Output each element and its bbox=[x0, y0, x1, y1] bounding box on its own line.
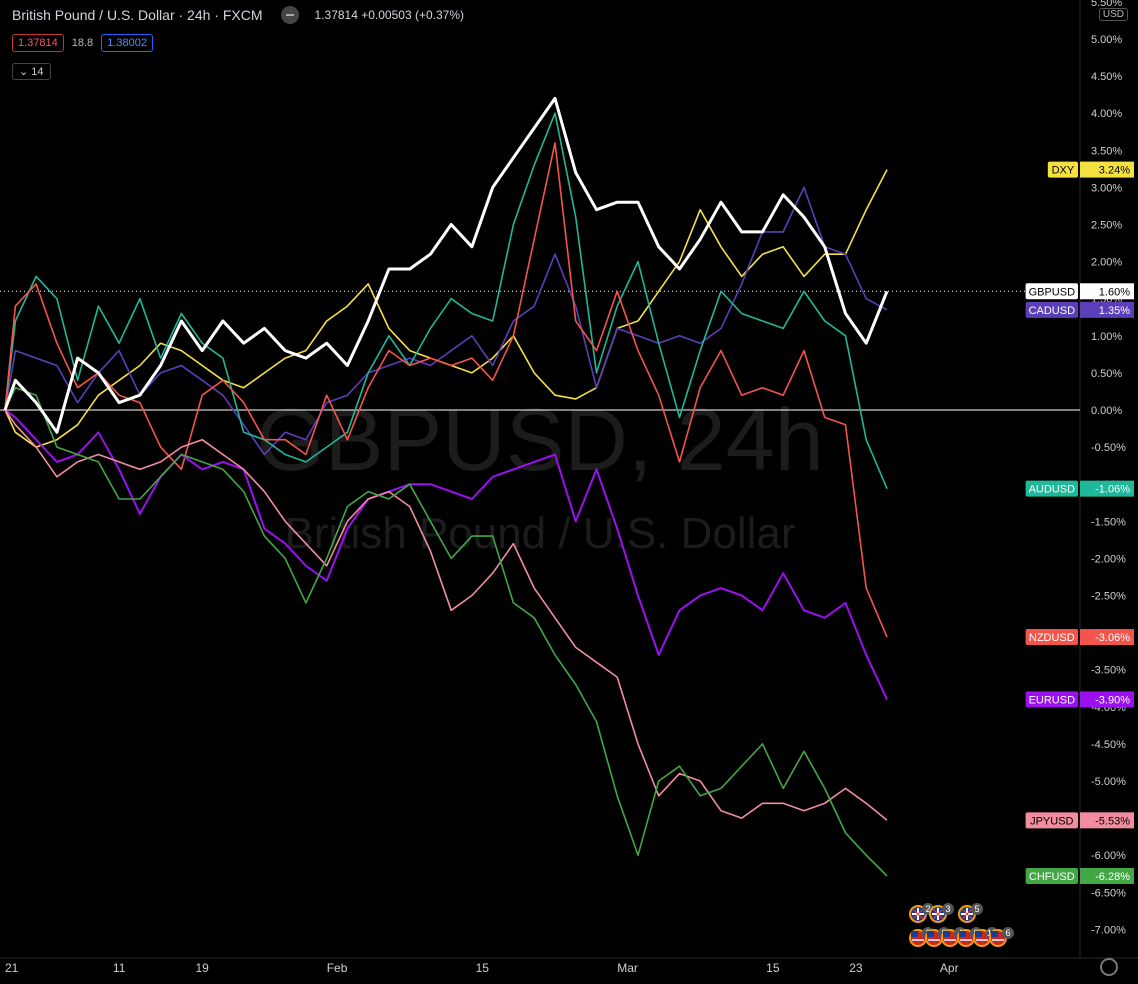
y-tick-label: 2.00% bbox=[1091, 257, 1122, 269]
series-value: -3.90% bbox=[1095, 694, 1130, 706]
buy-price-button[interactable]: 1.38002 bbox=[101, 34, 153, 52]
us-flag-icon[interactable]: 6 bbox=[989, 927, 1014, 947]
y-tick-label: -2.50% bbox=[1091, 591, 1126, 603]
series-label-dxy: DXY 3.24% bbox=[1047, 161, 1134, 178]
y-tick-label: -1.50% bbox=[1091, 516, 1126, 528]
y-tick-label: -6.00% bbox=[1091, 850, 1126, 862]
quote-readout: 1.37814 +0.00503 (+0.37%) bbox=[314, 8, 464, 22]
order-row: 1.37814 18.8 1.38002 bbox=[12, 34, 153, 52]
series-label-nzdusd: NZDUSD -3.06% bbox=[1025, 629, 1134, 646]
y-tick-label: 5.50% bbox=[1091, 0, 1122, 9]
x-tick-label: Apr bbox=[940, 961, 959, 975]
y-tick-label: 5.00% bbox=[1091, 34, 1122, 46]
series-line-gbpusd bbox=[3, 96, 889, 434]
series-label-cadusd: CADUSD 1.35% bbox=[1025, 301, 1134, 318]
series-name: CADUSD bbox=[1029, 305, 1076, 317]
currency-badge[interactable]: USD bbox=[1098, 8, 1128, 21]
series-line-jpyusd bbox=[4, 409, 888, 821]
series-name: CHFUSD bbox=[1029, 871, 1075, 883]
y-tick-label: 0.50% bbox=[1091, 368, 1122, 380]
series-label-chfusd: CHFUSD -6.28% bbox=[1025, 867, 1134, 884]
y-tick-label: -2.00% bbox=[1091, 553, 1126, 565]
x-tick-label: 21 bbox=[5, 961, 19, 975]
series-value: 1.35% bbox=[1099, 305, 1130, 317]
y-tick-label: 3.50% bbox=[1091, 145, 1122, 157]
collapse-indicators-button[interactable]: ⌄ 14 bbox=[12, 63, 51, 80]
event-count: 6 bbox=[1005, 928, 1010, 938]
indicator-count: 14 bbox=[31, 66, 44, 78]
series-name: NZDUSD bbox=[1029, 632, 1075, 644]
y-tick-label: 2.50% bbox=[1091, 220, 1122, 232]
uk-flag-icon[interactable]: 5 bbox=[958, 903, 983, 923]
series-value: -1.06% bbox=[1095, 484, 1130, 496]
series-value: -6.28% bbox=[1095, 871, 1130, 883]
series-label-audusd: AUDUSD -1.06% bbox=[1025, 480, 1134, 497]
x-tick-label: Feb bbox=[327, 961, 348, 975]
series-name: AUDUSD bbox=[1029, 484, 1076, 496]
series-label-jpyusd: JPYUSD -5.53% bbox=[1025, 812, 1134, 829]
series-label-eurusd: EURUSD -3.90% bbox=[1025, 691, 1134, 708]
event-count: 2 bbox=[925, 904, 930, 914]
series-line-audusd bbox=[4, 112, 888, 490]
y-tick-label: 4.00% bbox=[1091, 108, 1122, 120]
y-tick-label: -6.50% bbox=[1091, 887, 1126, 899]
time-axis[interactable]: 21 11 19 Feb 15 Mar 15 23 Apr bbox=[5, 961, 959, 975]
y-tick-label: 0.00% bbox=[1091, 405, 1122, 417]
series-line-eurusd bbox=[4, 409, 888, 700]
series-value: 1.60% bbox=[1099, 286, 1130, 298]
chart-header: British Pound / U.S. Dollar · 24h · FXCM… bbox=[12, 6, 464, 24]
watermark: GBPUSD, 24h British Pound / U.S. Dollar bbox=[256, 390, 823, 558]
series-value: 3.24% bbox=[1099, 165, 1130, 177]
x-tick-label: Mar bbox=[617, 961, 638, 975]
series-label-gbpusd: GBPUSD 1.60% bbox=[1025, 283, 1134, 300]
y-tick-label: -0.50% bbox=[1091, 442, 1126, 454]
x-tick-label: 19 bbox=[195, 961, 209, 975]
x-tick-label: 15 bbox=[766, 961, 780, 975]
series-line-chfusd bbox=[4, 386, 888, 877]
y-tick-label: 3.00% bbox=[1091, 182, 1122, 194]
y-tick-label: -7.00% bbox=[1091, 924, 1126, 936]
uk-flag-icon[interactable]: 3 bbox=[929, 903, 954, 923]
y-tick-label: -4.50% bbox=[1091, 739, 1126, 751]
hide-icon[interactable] bbox=[280, 6, 299, 24]
series-value: -5.53% bbox=[1095, 815, 1130, 827]
series-name: GBPUSD bbox=[1029, 286, 1076, 298]
event-count: 3 bbox=[945, 904, 950, 914]
series-name: EURUSD bbox=[1029, 694, 1076, 706]
sell-price-button[interactable]: 1.37814 bbox=[12, 34, 64, 52]
x-tick-label: 11 bbox=[113, 961, 126, 975]
event-count: 5 bbox=[974, 904, 979, 914]
y-tick-label: -3.50% bbox=[1091, 665, 1126, 677]
symbol-title[interactable]: British Pound / U.S. Dollar · 24h · FXCM bbox=[12, 7, 263, 23]
spread-value: 18.8 bbox=[71, 37, 94, 49]
y-tick-label: 1.00% bbox=[1091, 331, 1122, 343]
series-line-nzdusd bbox=[4, 142, 888, 638]
chevron-down-icon: ⌄ bbox=[19, 66, 29, 78]
x-tick-label: 15 bbox=[476, 961, 490, 975]
watermark-symbol: GBPUSD, 24h bbox=[256, 390, 823, 489]
series-name: JPYUSD bbox=[1030, 815, 1073, 827]
series-last-value-labels: DXY 3.24% GBPUSD 1.60% CADUSD 1.35% AUDUSD -1.0… bbox=[1025, 161, 1134, 884]
economic-events[interactable]: 2353848126 bbox=[909, 903, 1014, 947]
series-lines bbox=[0, 96, 1080, 877]
watermark-description: British Pound / U.S. Dollar bbox=[284, 509, 795, 558]
x-tick-label: 23 bbox=[849, 961, 863, 975]
y-tick-label: -5.00% bbox=[1091, 776, 1126, 788]
series-value: -3.06% bbox=[1095, 632, 1130, 644]
settings-gear-icon[interactable] bbox=[1100, 958, 1118, 976]
y-tick-label: 4.50% bbox=[1091, 71, 1122, 83]
price-axis[interactable]: 5.50% 5.00% 4.50% 4.00% 3.50% 3.00% 2.50% 2.00%… bbox=[1091, 0, 1126, 936]
series-name: DXY bbox=[1052, 165, 1075, 177]
